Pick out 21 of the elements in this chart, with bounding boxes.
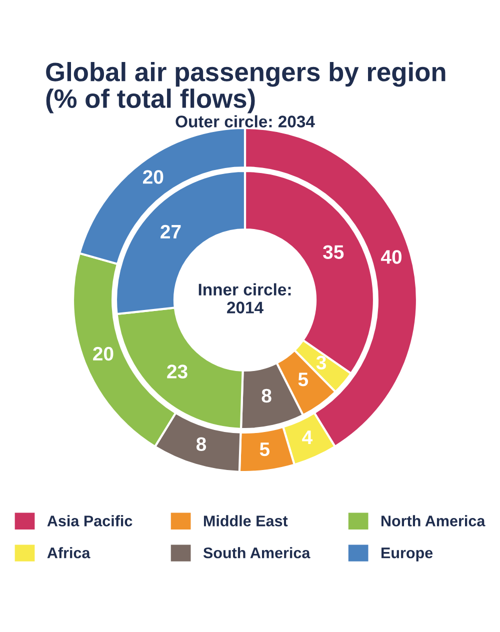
data-label: 40 [380,250,402,264]
legend-label: Asia Pacific [47,515,132,526]
data-label: 3 [316,356,326,370]
text: Inner circle: 2014 [198,283,291,314]
text: Outer circle: 2034 [176,115,315,128]
data-label: 35 [323,245,344,259]
legend-label: Middle East [204,515,288,526]
data-label: 27 [160,224,181,238]
data-label: 20 [93,346,114,361]
legend-label: Africa [47,547,90,558]
data-label: 8 [262,388,272,403]
legend-label: South America [203,547,310,558]
legend-label: Europe [381,548,433,562]
data-label: 5 [260,442,270,456]
chart-title: Global air passengers by region (% of total flows) [46,62,446,114]
data-label: 4 [302,430,313,444]
data-label: 23 [167,364,188,378]
data-label: 5 [298,372,308,386]
data-label: 8 [196,437,206,452]
data-label: 20 [143,170,164,184]
legend-label: North America [381,515,486,526]
